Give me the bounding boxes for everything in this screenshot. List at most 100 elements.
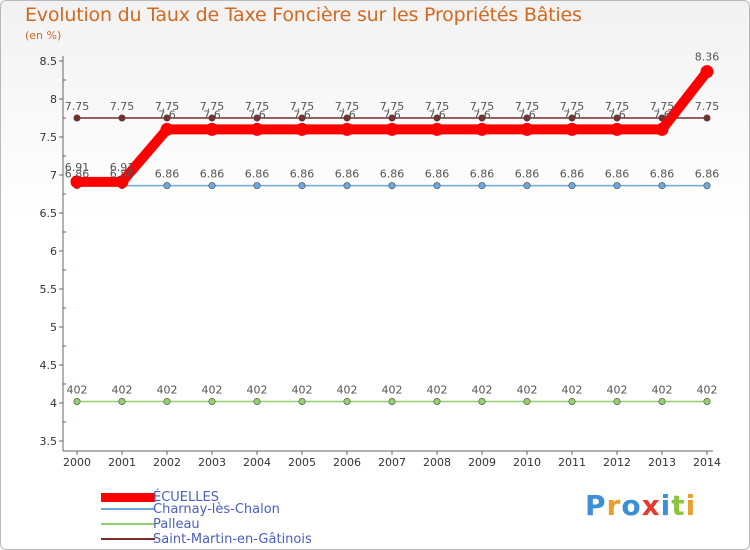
series-2-point-13 — [658, 397, 666, 405]
series-1-label-14: 6.86 — [695, 168, 720, 181]
series-0-point-9 — [475, 122, 489, 136]
series-1-point-6 — [343, 182, 351, 190]
legend-label-ecuelles: ÉCUELLES — [153, 489, 219, 505]
legend-label-saint-martin: Saint-Martin-en-Gâtinois — [153, 531, 312, 547]
series-2-point-9 — [478, 397, 486, 405]
series-3-label-1: 7.75 — [110, 100, 135, 113]
series-0-label-2: 7.6 — [158, 108, 176, 121]
series-1-label-8: 6.86 — [425, 168, 450, 181]
series-2 — [73, 397, 711, 405]
proxiti-logo: Proxiti — [585, 489, 696, 522]
series-0-label-11: 7.6 — [563, 108, 581, 121]
series-2-label-2: 402 — [157, 383, 178, 396]
series-2-point-5 — [298, 397, 306, 405]
series-1-point-13 — [658, 182, 666, 190]
series-0-point-4 — [250, 122, 264, 136]
series-1-point-5 — [298, 182, 306, 190]
series-2-label-12: 402 — [607, 383, 628, 396]
series-2-point-4 — [253, 397, 261, 405]
chart-title: Evolution du Taux de Taxe Foncière sur l… — [25, 4, 582, 26]
series-2-point-10 — [523, 397, 531, 405]
y-tick-label-3: 5 — [50, 321, 57, 334]
series-3-point-12 — [613, 114, 621, 122]
series-2-label-8: 402 — [427, 383, 448, 396]
series-labels-0: 6.91 6.917.6 7.6 7.6 7.6 7.6 7.6 7.6 7.6 7.6 7.6 7.… — [65, 51, 720, 174]
series-2-point-8 — [433, 397, 441, 405]
series-2-label-14: 402 — [697, 383, 718, 396]
series-3-point-5 — [298, 114, 306, 122]
series-2-label-7: 402 — [382, 383, 403, 396]
series-2-label-11: 402 — [562, 383, 583, 396]
series-0-label-13: 7.6 — [653, 108, 671, 121]
series-1-label-3: 6.86 — [200, 168, 225, 181]
series-3-point-14 — [703, 114, 711, 122]
series-3-label-6: 7.75 — [335, 100, 360, 113]
series-0-point-3 — [205, 122, 219, 136]
legend-swatch-saint-martin — [101, 538, 155, 540]
y-tick-label-4: 5.5 — [40, 283, 58, 296]
x-tick-label-8: 2008 — [423, 456, 451, 469]
series-1-point-11 — [568, 182, 576, 190]
series-2-point-3 — [208, 397, 216, 405]
series-3-label-9: 7.75 — [470, 100, 495, 113]
logo-letter-0: P — [585, 489, 607, 522]
series-1-label-2: 6.86 — [155, 168, 180, 181]
series-0-label-8: 7.6 — [428, 108, 446, 121]
logo-letter-2: o — [621, 489, 642, 522]
legend-item-charnay: Charnay-lès-Chalon — [101, 502, 284, 517]
series-1-label-12: 6.86 — [605, 168, 630, 181]
legend-item-saint-martin: Saint-Martin-en-Gâtinois — [101, 531, 316, 547]
logo-letter-5: t — [671, 489, 686, 522]
series-2-point-12 — [613, 397, 621, 405]
y-tick-label-1: 4 — [50, 397, 57, 410]
series-3-point-10 — [523, 114, 531, 122]
x-tick-label-13: 2013 — [648, 456, 676, 469]
series-1-label-7: 6.86 — [380, 168, 405, 181]
series-2-point-2 — [163, 397, 171, 405]
series-1-label-9: 6.86 — [470, 168, 495, 181]
x-tick-label-4: 2004 — [243, 456, 271, 469]
series-labels-3: 7.75 7.75 7.75 7.75 7.75 7.75 7.75 7.75 7.75 7.75… — [65, 100, 720, 113]
series-0-point-2 — [160, 122, 174, 136]
series-2-point-1 — [118, 397, 126, 405]
series-3-point-4 — [253, 114, 261, 122]
y-tick-label-9: 8 — [50, 93, 57, 106]
series-2-label-4: 402 — [247, 383, 268, 396]
series-3-point-0 — [73, 114, 81, 122]
series-0-point-14 — [700, 65, 714, 79]
series-0-point-13 — [655, 122, 669, 136]
logo-letter-3: x — [641, 489, 661, 522]
series-1-label-4: 6.86 — [245, 168, 270, 181]
series-0-label-1: 6.91 — [110, 161, 135, 174]
series-1-point-3 — [208, 182, 216, 190]
series-3-label-13: 7.75 — [650, 100, 675, 113]
series-0-label-5: 7.6 — [293, 108, 311, 121]
y-tick-label-2: 4.5 — [40, 359, 58, 372]
series-labels-2: 402 402 402 402 402 402 402 402 402 402 402 402 402 4… — [67, 383, 718, 396]
logo-letter-4: i — [660, 489, 672, 522]
series-1-point-9 — [478, 182, 486, 190]
series-1-label-6: 6.86 — [335, 168, 360, 181]
series-0-label-9: 7.6 — [473, 108, 491, 121]
y-tick-label-0: 3.5 — [40, 435, 58, 448]
series-3-point-6 — [343, 114, 351, 122]
y-tick-label-5: 6 — [50, 245, 57, 258]
series-1-label-5: 6.86 — [290, 168, 315, 181]
series-1-point-2 — [163, 182, 171, 190]
series-3-label-5: 7.75 — [290, 100, 315, 113]
series-3-point-1 — [118, 114, 126, 122]
series-0-point-8 — [430, 122, 444, 136]
series-0-point-5 — [295, 122, 309, 136]
series-1-point-12 — [613, 182, 621, 190]
series-2-point-7 — [388, 397, 396, 405]
logo-letter-1: r — [606, 489, 622, 522]
series-1-label-13: 6.86 — [650, 168, 675, 181]
series-1-label-10: 6.86 — [515, 168, 540, 181]
x-tick-label-10: 2010 — [513, 456, 541, 469]
series-2-point-11 — [568, 397, 576, 405]
series-1 — [73, 182, 711, 190]
series-0-point-7 — [385, 122, 399, 136]
legend-item-palleau: Palleau — [101, 517, 204, 532]
series-0-point-1 — [115, 175, 129, 189]
